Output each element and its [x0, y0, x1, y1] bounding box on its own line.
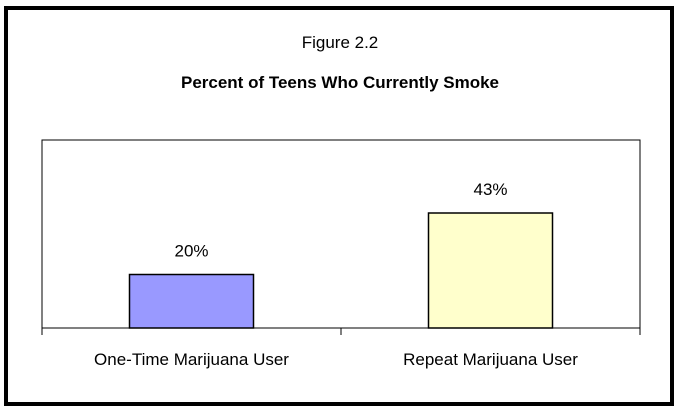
- bar-1: [128, 273, 255, 329]
- bar-2: [427, 212, 554, 329]
- data-label-2: 43%: [473, 180, 507, 199]
- bar-group: 20% One-Time Marijuana User 43% Repeat Mari…: [94, 180, 578, 369]
- chart-title: Percent of Teens Who Currently Smoke: [180, 73, 500, 92]
- x-tick-label-1: One-Time Marijuana User: [94, 350, 289, 369]
- data-label-1: 20%: [174, 242, 208, 261]
- x-tick-label-2: Repeat Marijuana User: [403, 350, 578, 369]
- figure-label: Figure 2.2: [301, 33, 379, 52]
